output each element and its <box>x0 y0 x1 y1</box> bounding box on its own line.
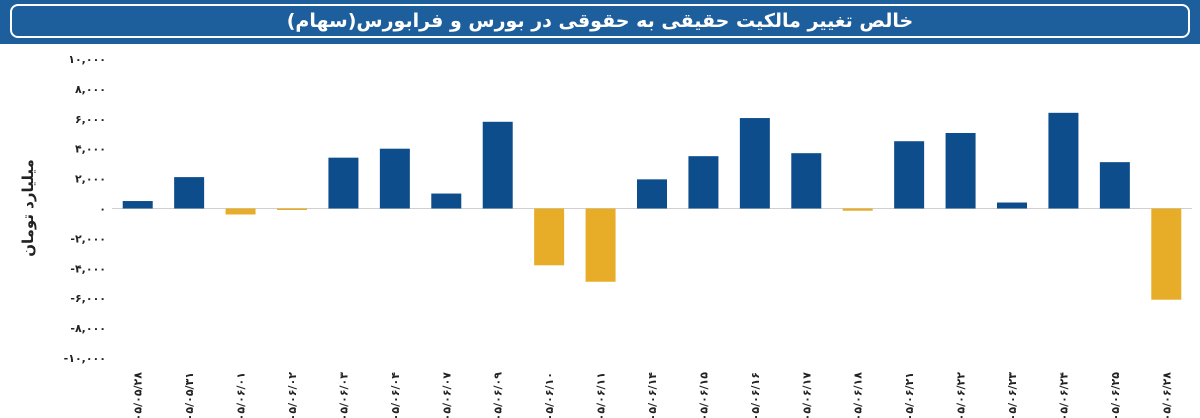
x-tick-label: ۱۴۰۵/۰۶/۰۷ <box>440 372 453 418</box>
x-tick-label: ۱۴۰۵/۰۶/۱۷ <box>800 372 813 418</box>
y-tick-label: ۴,۰۰۰ <box>75 143 106 156</box>
bar <box>1099 162 1130 209</box>
y-tick-label: -۶,۰۰۰ <box>70 292 106 305</box>
bar <box>637 179 667 209</box>
bar <box>534 208 565 266</box>
x-tick-label: ۱۴۰۵/۰۶/۱۸ <box>852 372 865 418</box>
x-tick-label: ۱۴۰۵/۰۶/۲۳ <box>1006 372 1019 418</box>
y-tick-label: ۱۰,۰۰۰ <box>68 53 106 66</box>
bar <box>1048 112 1079 209</box>
x-tick-label: ۱۴۰۵/۰۶/۲۲ <box>955 372 968 418</box>
y-tick-label: -۱۰,۰۰۰ <box>64 352 106 365</box>
bar <box>277 208 307 210</box>
y-tick-label: -۸,۰۰۰ <box>70 322 106 335</box>
y-tick-label: ۰ <box>99 203 106 216</box>
bar <box>997 202 1027 209</box>
y-tick-label: ۸,۰۰۰ <box>75 83 106 96</box>
bar <box>482 121 513 209</box>
bar <box>739 118 770 209</box>
title-box: خالص تغییر مالکیت حقیقی به حقوقی در بورس… <box>10 4 1190 38</box>
y-tick-label: -۴,۰۰۰ <box>70 262 106 275</box>
x-tick-label: ۱۴۰۵/۰۶/۰۲ <box>286 372 299 418</box>
y-tick-label: ۶,۰۰۰ <box>75 113 106 126</box>
x-tick-label: ۱۴۰۵/۰۶/۱۰ <box>543 372 556 418</box>
bar <box>431 193 462 209</box>
x-tick-label: ۱۴۰۵/۰۶/۲۸ <box>1160 372 1173 418</box>
bar <box>791 153 822 209</box>
bar <box>688 156 719 209</box>
x-tick-label: ۱۴۰۵/۰۶/۰۱ <box>235 372 248 418</box>
x-tick-label: ۱۴۰۵/۰۵/۳۱ <box>183 372 196 418</box>
y-tick-label: -۲,۰۰۰ <box>70 232 106 245</box>
y-tick-label: ۲,۰۰۰ <box>75 173 106 186</box>
x-tick-label: ۱۴۰۵/۰۶/۲۱ <box>903 372 916 418</box>
chart-title: خالص تغییر مالکیت حقیقی به حقوقی در بورس… <box>286 10 914 32</box>
x-tick-label: ۱۴۰۵/۰۶/۲۵ <box>1109 372 1122 418</box>
bar <box>328 157 359 209</box>
x-tick-label: ۱۴۰۵/۰۶/۱۶ <box>749 372 762 418</box>
x-tick-label: ۱۴۰۵/۰۵/۲۸ <box>132 372 145 418</box>
x-tick-label: ۱۴۰۵/۰۶/۱۵ <box>697 372 710 418</box>
bar <box>122 201 153 209</box>
bar <box>945 133 976 209</box>
title-banner: خالص تغییر مالکیت حقیقی به حقوقی در بورس… <box>0 0 1200 44</box>
x-tick-label: ۱۴۰۵/۰۶/۰۴ <box>389 372 402 418</box>
x-tick-label: ۱۴۰۵/۰۶/۰۳ <box>337 372 350 418</box>
x-tick-label: ۱۴۰۵/۰۶/۱۴ <box>646 372 659 418</box>
bar <box>585 208 616 282</box>
bar <box>225 208 256 215</box>
bar <box>1151 208 1182 300</box>
x-tick-label: ۱۴۰۵/۰۶/۲۴ <box>1057 372 1070 418</box>
bar <box>174 177 205 209</box>
bar <box>379 148 410 209</box>
x-tick-label: ۱۴۰۵/۰۶/۰۹ <box>492 372 505 418</box>
x-tick-label: ۱۴۰۵/۰۶/۱۱ <box>595 372 608 418</box>
bar <box>842 208 873 211</box>
bar <box>894 141 925 209</box>
